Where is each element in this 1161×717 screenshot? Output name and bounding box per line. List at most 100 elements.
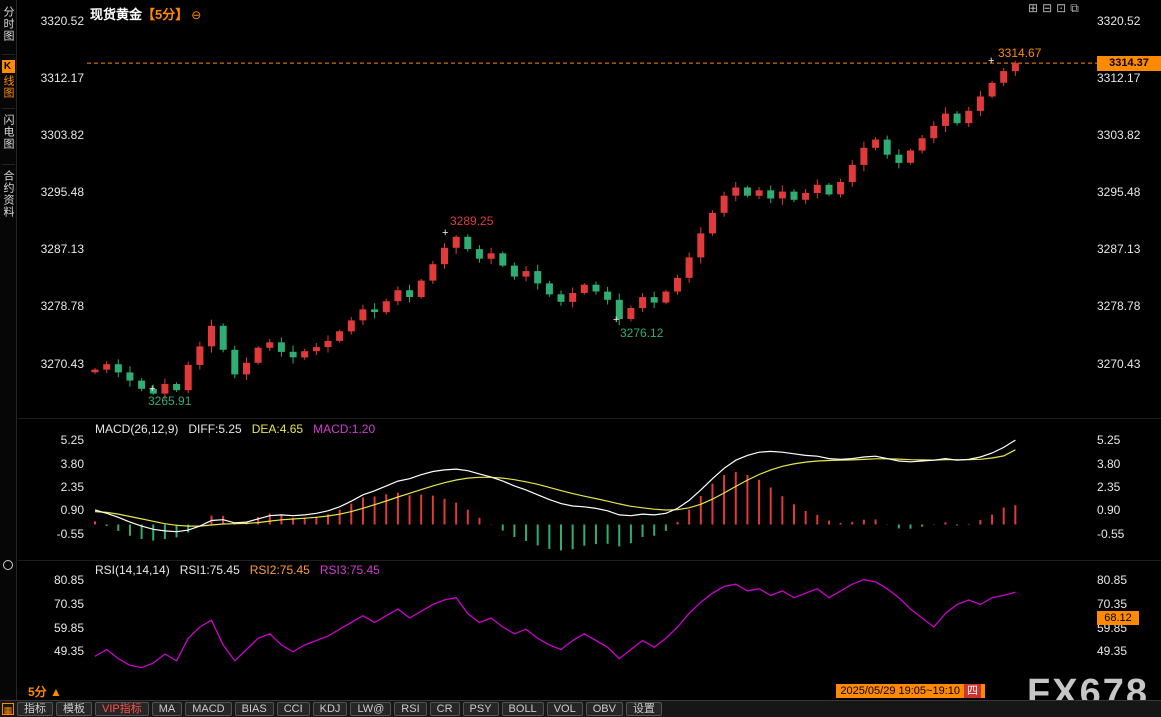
interval-selector[interactable]: 5分 ▲ xyxy=(28,683,62,700)
weekday-badge: 四 xyxy=(964,684,981,698)
window-controls: ⊞ ⊟ ⊡ ⧉ xyxy=(1028,2,1079,15)
macd-axis-label: 5.25 xyxy=(60,433,84,447)
tab-vip-indicator[interactable]: VIP指标 xyxy=(95,702,149,716)
swing-low-marker-icon: + xyxy=(613,314,620,326)
sidebar-divider xyxy=(2,108,15,109)
swing-high-marker-icon: + xyxy=(442,227,449,239)
collapse-icon[interactable]: ⊖ xyxy=(191,8,202,22)
tab-obv[interactable]: OBV xyxy=(585,702,623,716)
split-horizontal-icon[interactable]: ⊟ xyxy=(1042,1,1053,15)
tab-template[interactable]: 模板 xyxy=(56,702,92,716)
tab-rsi[interactable]: RSI xyxy=(394,702,427,716)
rsi-axis-label: 49.35 xyxy=(53,644,84,658)
sidebar-item-contract-info[interactable]: 合约资料 xyxy=(1,170,16,218)
indicator-panel-icon[interactable]: ▦ xyxy=(2,703,14,715)
rsi1-value: RSI1:75.45 xyxy=(179,563,240,577)
sidebar-item-lightning-chart[interactable]: 闪电图 xyxy=(1,114,16,150)
macd-axis-label: 0.90 xyxy=(60,503,84,517)
macd-axis-label: 2.35 xyxy=(1097,480,1121,494)
sidebar-item-label: 线图 xyxy=(2,75,14,99)
sidebar-item-label: 合约资料 xyxy=(2,170,14,218)
session-low-label: 3265.91 xyxy=(148,394,192,408)
swing-high-label: 3289.25 xyxy=(450,214,494,228)
high-marker-icon: + xyxy=(988,55,995,67)
sidebar-divider xyxy=(2,164,15,165)
tab-macd[interactable]: MACD xyxy=(185,702,232,716)
price-axis-label: 3287.13 xyxy=(1097,242,1141,256)
tab-bias[interactable]: BIAS xyxy=(234,702,274,716)
single-window-icon[interactable]: ⊡ xyxy=(1056,1,1067,15)
macd-axis-label: -0.55 xyxy=(56,527,84,541)
symbol-name: 现货黄金 xyxy=(90,7,143,22)
price-axis-label: 3320.52 xyxy=(40,14,84,28)
rsi3-value: RSI3:75.45 xyxy=(319,563,380,577)
macd-axis-label: 0.90 xyxy=(1097,503,1121,517)
rsi-axis-label: 70.35 xyxy=(1097,597,1128,611)
grid-layout-icon[interactable]: ⊞ xyxy=(1028,1,1039,15)
macd-params-label: MACD(26,12,9) xyxy=(95,422,179,436)
tab-indicator[interactable]: 指标 xyxy=(17,702,53,716)
macd-axis-label: 3.80 xyxy=(60,457,84,471)
price-axis-label: 3320.52 xyxy=(1097,14,1141,28)
panel-divider xyxy=(18,560,1161,561)
price-axis-label: 3303.82 xyxy=(1097,128,1141,142)
sidebar-item-label: 闪电图 xyxy=(2,114,14,150)
price-axis-label: 3270.43 xyxy=(1097,357,1141,371)
sidebar-item-timeshare-chart[interactable]: 分时图 xyxy=(1,6,16,42)
target-icon[interactable] xyxy=(3,560,13,570)
low-marker-icon: + xyxy=(149,383,156,395)
candle-datetime: 2025/05/29 19:05~19:10 xyxy=(840,685,960,697)
rsi-axis-label: 80.85 xyxy=(1097,573,1128,587)
price-axis-label: 3287.13 xyxy=(40,242,84,256)
tab-psy[interactable]: PSY xyxy=(462,702,499,716)
macd-axis-label: 3.80 xyxy=(1097,457,1121,471)
interval-label: 【5分】 xyxy=(142,7,189,22)
rsi2-value: RSI2:75.45 xyxy=(249,563,310,577)
macd-dea-value: DEA:4.65 xyxy=(251,422,304,436)
tab-cci[interactable]: CCI xyxy=(276,702,310,716)
interval-value: 5分 xyxy=(28,685,47,699)
tab-boll[interactable]: BOLL xyxy=(501,702,544,716)
price-axis-label: 3278.78 xyxy=(40,299,84,313)
tab-cr[interactable]: CR xyxy=(429,702,460,716)
tab-settings[interactable]: 设置 xyxy=(625,702,662,716)
tab-kdj[interactable]: KDJ xyxy=(312,702,348,716)
price-axis-label: 3312.17 xyxy=(40,71,84,85)
price-axis-label: 3295.48 xyxy=(1097,185,1141,199)
price-axis-label: 3270.43 xyxy=(40,357,84,371)
macd-axis-label: 2.35 xyxy=(60,480,84,494)
macd-axis-label: -0.55 xyxy=(1097,527,1125,541)
rsi-axis-label: 49.35 xyxy=(1097,644,1128,658)
rsi-axis-label: 59.85 xyxy=(53,621,84,635)
tab-lw[interactable]: LW@ xyxy=(350,702,392,716)
price-axis-label: 3312.17 xyxy=(1097,71,1141,85)
tab-ma[interactable]: MA xyxy=(151,702,183,716)
swing-low-label: 3276.12 xyxy=(620,326,664,340)
sidebar-divider xyxy=(2,54,15,55)
price-axis-label: 3303.82 xyxy=(40,128,84,142)
sidebar-item-label: 分时图 xyxy=(2,6,14,42)
panel-divider xyxy=(18,418,1161,419)
candle-datetime-badge: 2025/05/29 19:05~19:10 四 xyxy=(836,684,985,698)
macd-value: MACD:1.20 xyxy=(313,422,376,436)
cascade-windows-icon[interactable]: ⧉ xyxy=(1070,1,1079,15)
session-high-label: 3314.67 xyxy=(998,46,1042,60)
rsi-axis-label: 70.35 xyxy=(53,597,84,611)
rsi-params-label: RSI(14,14,14) xyxy=(95,563,170,577)
indicator-tab-bar: ▦ 指标 模板 VIP指标 MA MACD BIAS CCI KDJ LW@ R… xyxy=(0,700,1161,717)
macd-diff-value: DIFF:5.25 xyxy=(188,422,242,436)
chart-title: 现货黄金【5分】 ⊖ xyxy=(90,4,201,23)
sidebar-item-kline-chart[interactable]: K 线图 xyxy=(1,60,16,99)
rsi-axis-label: 80.85 xyxy=(53,573,84,587)
macd-axis-label: 5.25 xyxy=(1097,433,1121,447)
price-axis-label: 3278.78 xyxy=(1097,299,1141,313)
tab-vol[interactable]: VOL xyxy=(546,702,583,716)
price-axis-label: 3295.48 xyxy=(40,185,84,199)
caret-up-icon: ▲ xyxy=(50,685,62,699)
k-line-icon: K xyxy=(1,60,15,73)
macd-header: MACD(26,12,9) DIFF:5.25 DEA:4.65 MACD:1.20 xyxy=(95,422,385,436)
rsi-last-value-badge: 68.12 xyxy=(1097,611,1139,625)
rsi-header: RSI(14,14,14) RSI1:75.45 RSI2:75.45 RSI3:75… xyxy=(95,563,390,577)
